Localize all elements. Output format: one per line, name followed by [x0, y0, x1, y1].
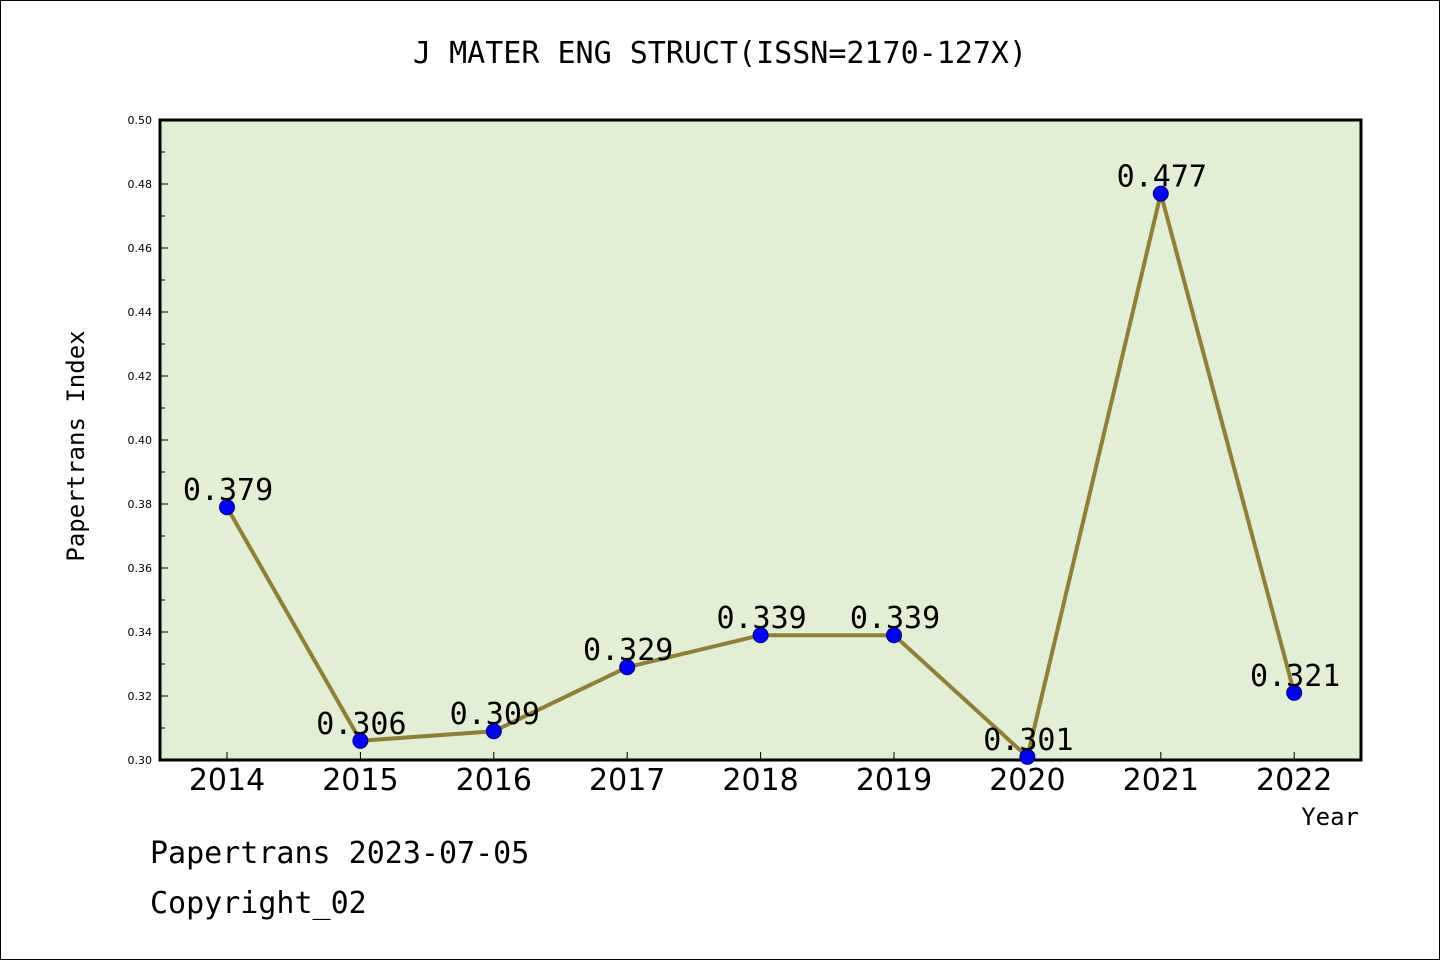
x-tick-label: 2020: [989, 763, 1065, 798]
data-label: 0.339: [850, 601, 940, 636]
y-tick-label: 0.40: [128, 434, 153, 447]
data-label: 0.329: [583, 633, 673, 668]
y-tick-label: 0.50: [128, 114, 153, 127]
y-tick-label: 0.30: [128, 754, 153, 767]
y-tick-label: 0.34: [128, 626, 153, 639]
data-labels: 0.379 0.306 0.309 0.329 0.339 0.339 0.301 0.477…: [183, 160, 1341, 758]
data-label: 0.309: [450, 697, 540, 732]
data-label: 0.321: [1250, 659, 1340, 694]
data-marker: [352, 732, 369, 749]
x-tick-label: 2019: [856, 763, 932, 798]
data-label: 0.339: [716, 601, 806, 636]
y-axis: 0.30 0.32 0.34 0.36 0.38 0.40 0.42 0.44 0.46 0.48…: [128, 114, 168, 767]
x-tick-label: 2014: [189, 763, 265, 798]
data-markers: [219, 185, 1303, 765]
y-tick-label: 0.44: [128, 306, 153, 319]
data-marker: [485, 723, 502, 740]
y-tick-label: 0.36: [128, 562, 153, 575]
data-marker: [752, 627, 769, 644]
footer-copyright: Copyright_02: [150, 886, 367, 921]
plot-area: [158, 118, 1363, 762]
data-marker: [619, 659, 636, 676]
x-tick-label: 2016: [456, 763, 532, 798]
x-tick-label: 2018: [722, 763, 798, 798]
x-tick-label: 2021: [1123, 763, 1199, 798]
y-tick-label: 0.42: [128, 370, 153, 383]
data-label: 0.301: [983, 723, 1073, 758]
footer-source: Papertrans 2023-07-05: [150, 836, 530, 871]
y-axis-title: Papertrans Index: [62, 330, 90, 561]
y-tick-label: 0.46: [128, 242, 153, 255]
y-tick-label: 0.32: [128, 690, 153, 703]
x-tick-label: 2015: [322, 763, 398, 798]
data-marker: [219, 499, 235, 516]
chart-title: J MATER ENG STRUCT(ISSN=2170-127X): [412, 36, 1028, 71]
x-axis-title: Year: [1301, 803, 1359, 831]
y-tick-label: 0.48: [128, 178, 153, 191]
x-tick-label: 2022: [1256, 763, 1332, 798]
data-marker: [1286, 684, 1303, 701]
data-label: 0.306: [316, 707, 406, 742]
data-marker: [1019, 748, 1036, 765]
data-label: 0.477: [1117, 160, 1207, 195]
y-tick-label: 0.38: [128, 498, 153, 511]
x-axis: 2014 2015 2016 2017 2018 2019 2020 2021 2022: [189, 752, 1332, 798]
x-tick-label: 2017: [589, 763, 665, 798]
data-marker: [886, 627, 902, 644]
data-marker: [1152, 185, 1169, 202]
data-label: 0.379: [183, 473, 273, 508]
